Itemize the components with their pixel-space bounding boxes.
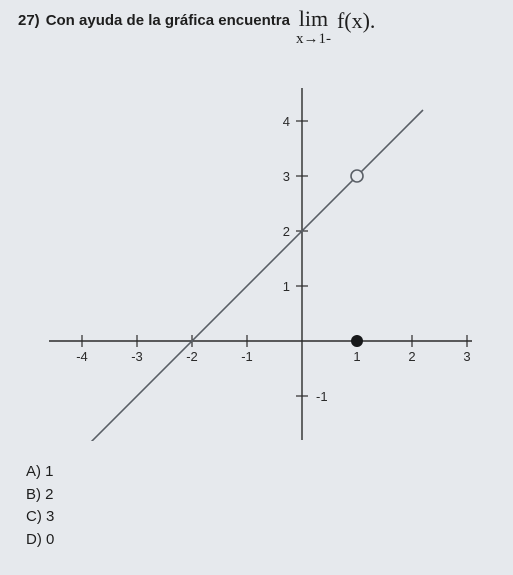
- svg-text:-1: -1: [241, 349, 253, 364]
- svg-text:1: 1: [353, 349, 360, 364]
- svg-text:-2: -2: [186, 349, 198, 364]
- svg-text:-3: -3: [131, 349, 143, 364]
- limit-top: lim: [299, 8, 328, 30]
- fx-expression: f(x).: [337, 8, 375, 34]
- svg-text:3: 3: [463, 349, 470, 364]
- svg-text:2: 2: [408, 349, 415, 364]
- svg-text:1: 1: [282, 279, 289, 294]
- answer-options: A) 1 B) 2 C) 3 D) 0: [26, 461, 495, 551]
- limit-sub: x→1-: [296, 32, 331, 47]
- svg-text:4: 4: [282, 114, 289, 129]
- limit-chart: -4 -3 -2 -1 1 2 3 -1 1 2 3 4: [42, 61, 472, 441]
- limit-expression: lim x→1-: [296, 8, 331, 47]
- option-b: B) 2: [26, 484, 495, 507]
- option-a: A) 1: [26, 461, 495, 484]
- option-d: D) 0: [26, 529, 495, 552]
- svg-text:2: 2: [282, 224, 289, 239]
- svg-text:-4: -4: [76, 349, 88, 364]
- question-line: 27) Con ayuda de la gráfica encuentra li…: [18, 12, 495, 51]
- svg-text:3: 3: [282, 169, 289, 184]
- chart-container: -4 -3 -2 -1 1 2 3 -1 1 2 3 4: [18, 61, 495, 441]
- question-text: Con ayuda de la gráfica encuentra: [46, 12, 290, 29]
- option-c: C) 3: [26, 506, 495, 529]
- svg-text:-1: -1: [316, 389, 328, 404]
- question-number: 27): [18, 12, 40, 29]
